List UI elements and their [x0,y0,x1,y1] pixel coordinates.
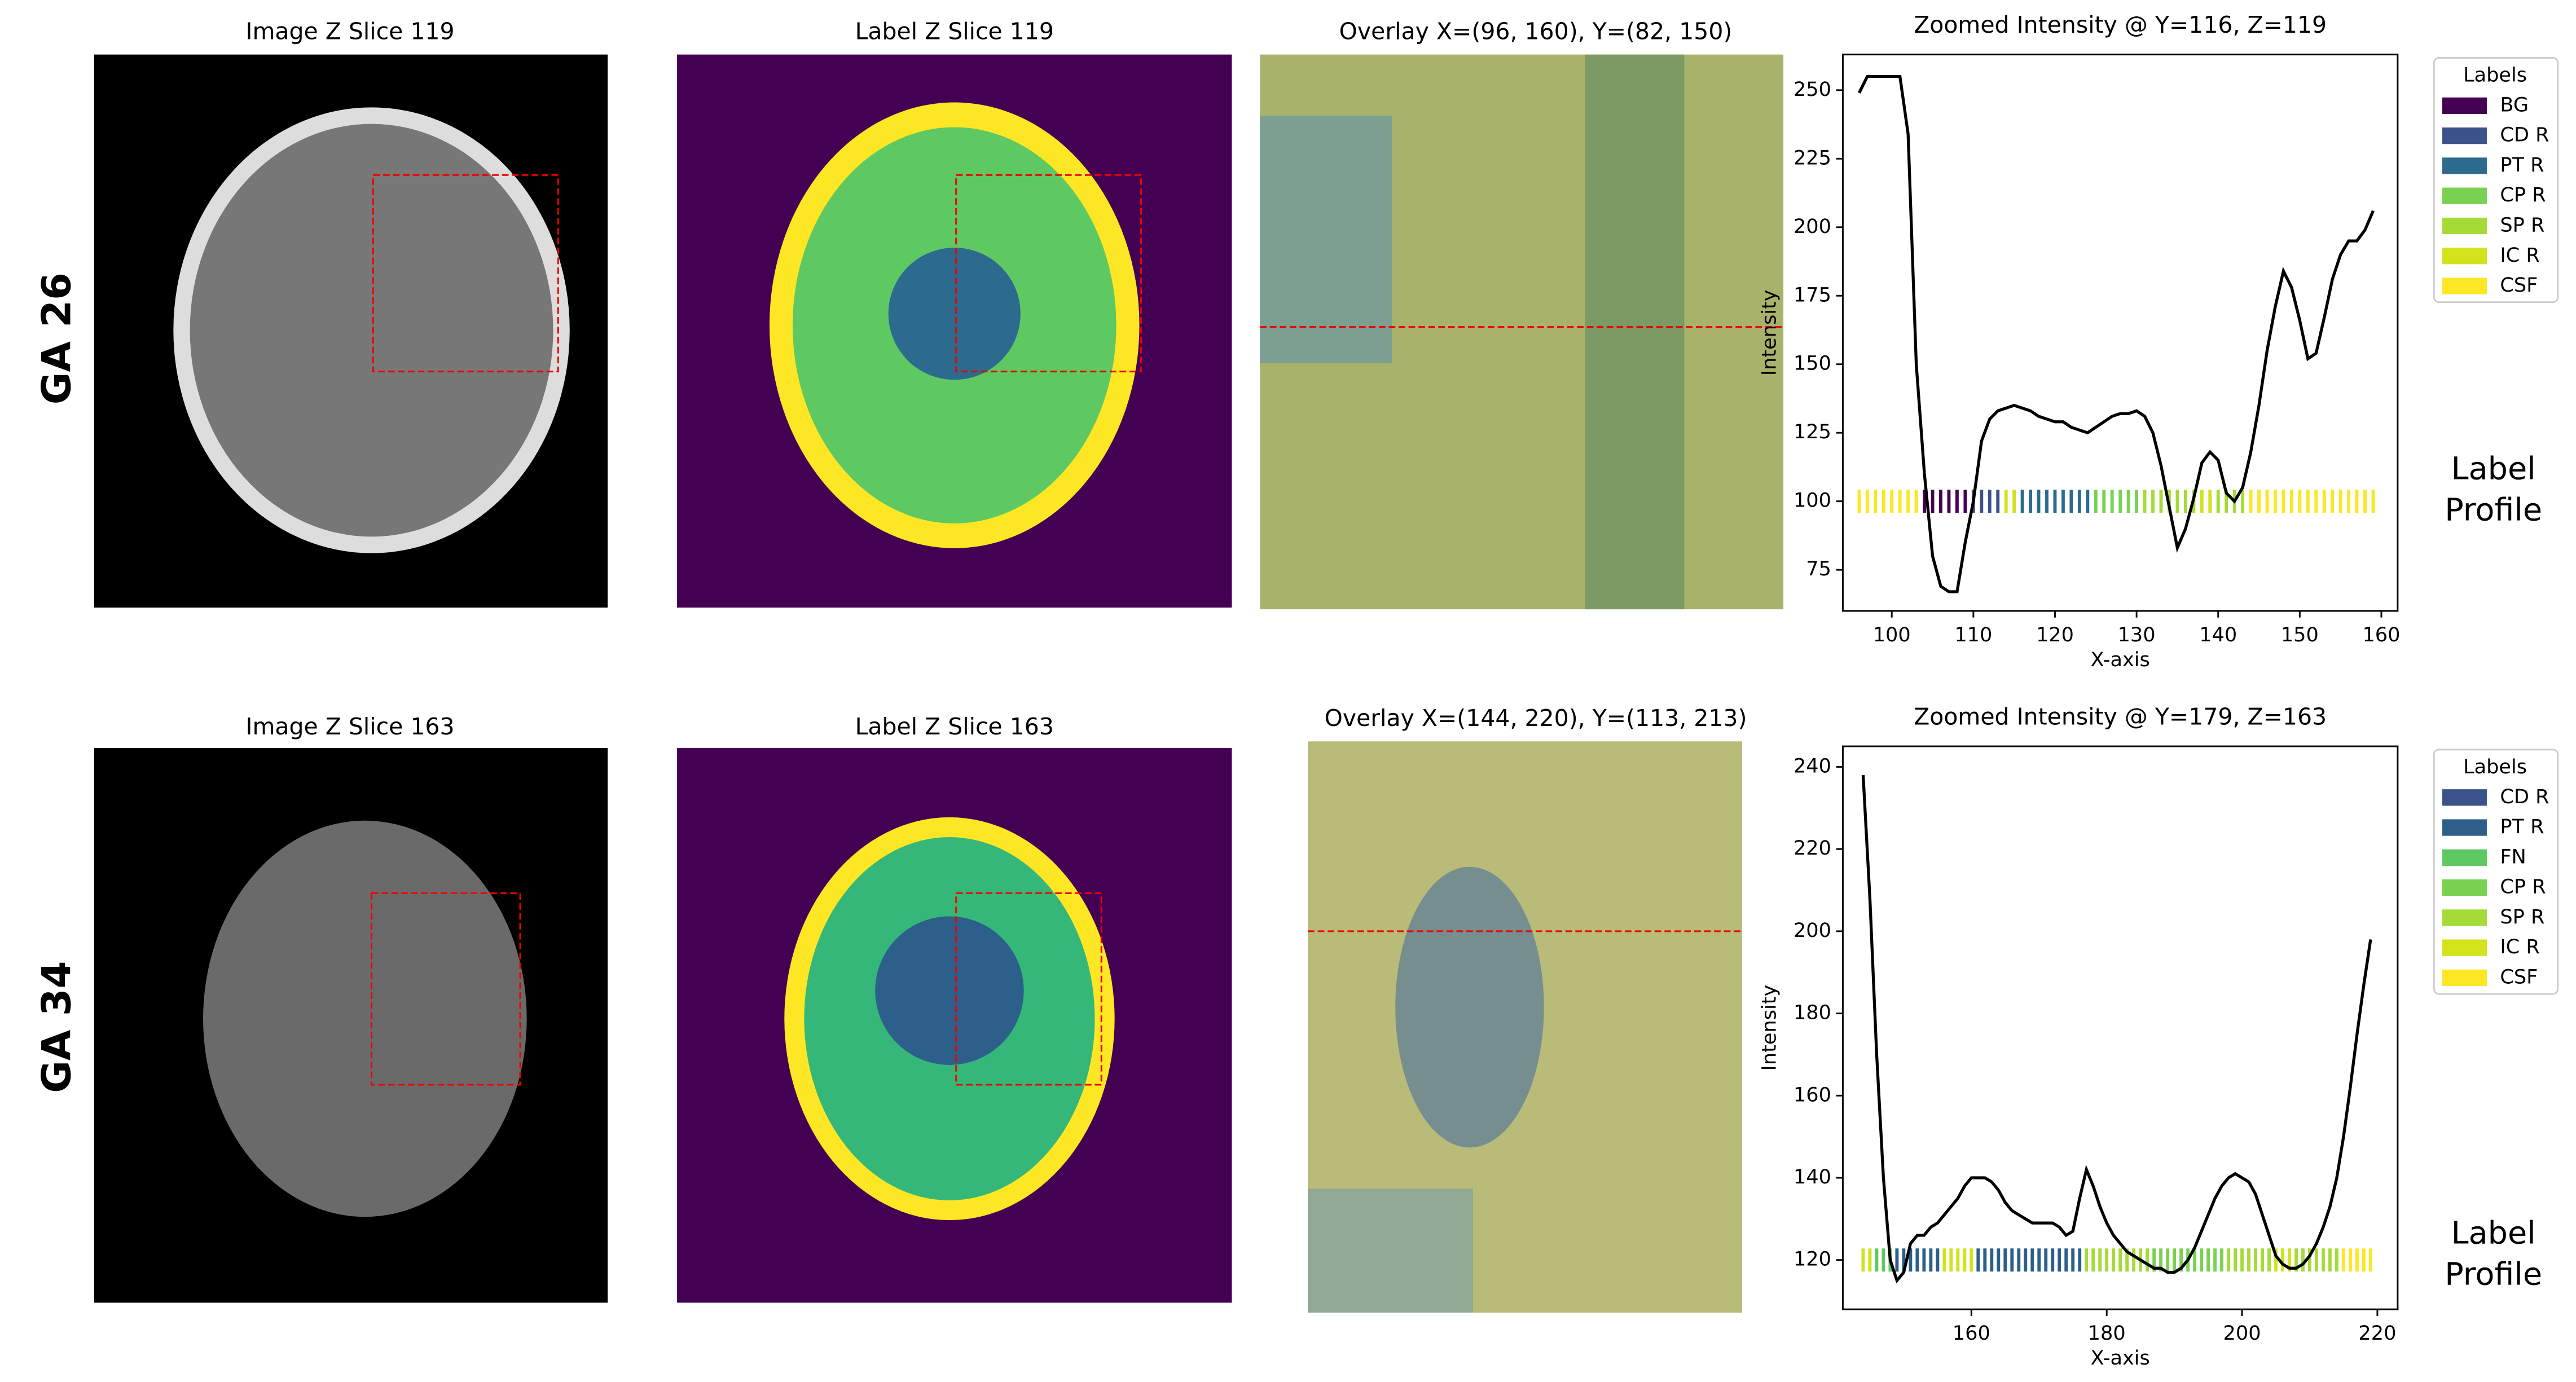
legend-swatch [2442,789,2487,806]
legend-swatch [2442,819,2487,836]
plot-frame [1841,54,2399,612]
side-label: Profile [2445,492,2542,529]
row-1: GA 26 Image Z Slice 119 Label Z Slice 11… [33,18,2542,610]
y-tick-label: 140 [1793,1165,1831,1189]
y-tick-label: 120 [1793,1248,1831,1271]
x-tick-label: 140 [2199,623,2237,646]
legend-swatch [2442,849,2487,866]
panel-title: Image Z Slice 119 [245,18,454,45]
legend-swatch [2442,278,2487,294]
y-tick-label: 75 [1806,557,1831,580]
legend-frame [2433,57,2559,303]
row-2: GA 34 Image Z Slice 163 Label Z Slice 16… [33,705,2542,1313]
legend-title: Labels [2463,755,2527,778]
side-label: Profile [2445,1256,2542,1293]
legend-swatch [2442,157,2487,174]
y-axis-label: Intensity [1758,289,1781,376]
side-label: Label [2451,1215,2536,1252]
panel-title: Overlay X=(96, 160), Y=(82, 150) [1339,18,1733,45]
overlay-region [1585,54,1685,610]
x-axis-label: X-axis [2091,1346,2150,1370]
legend-label: CD R [2500,785,2549,808]
x-tick-label: 130 [2118,623,2156,646]
legend-label: CSF [2500,965,2538,988]
y-tick-label: 175 [1793,283,1831,306]
y-tick-label: 150 [1793,352,1831,375]
legend-label: BG [2500,93,2529,116]
y-tick-label: 200 [1793,215,1831,238]
y-axis-label: Intensity [1758,985,1781,1071]
roi-box [372,174,559,373]
x-tick-label: 200 [2223,1322,2261,1345]
x-tick-label: 110 [1954,623,1992,646]
x-tick-label: 160 [2362,623,2400,646]
legend-label: FN [2500,845,2526,868]
legend-frame [2433,749,2559,995]
y-tick-label: 220 [1793,837,1831,860]
overlay-region [1395,866,1544,1148]
panel-title: Image Z Slice 163 [245,713,454,740]
legend-swatch [2442,909,2487,926]
legend-swatch [2442,939,2487,956]
chart-title: Zoomed Intensity @ Y=179, Z=163 [1914,703,2327,730]
y-tick-label: 200 [1793,919,1831,942]
x-tick-label: 100 [1873,623,1911,646]
legend-swatch [2442,217,2487,235]
panel-title: Overlay X=(144, 220), Y=(113, 213) [1325,705,1747,732]
x-tick-label: 180 [2088,1322,2126,1345]
overlay-region [1260,115,1392,364]
legend-label: IC R [2500,244,2539,267]
brain-image [190,124,553,537]
legend-label: IC R [2500,935,2539,958]
legend-swatch [2442,969,2487,987]
side-label: Label [2451,450,2536,487]
roi-box [955,892,1102,1086]
legend-label: PT R [2500,153,2544,177]
legend-swatch [2442,97,2487,115]
legend-swatch [2442,248,2487,265]
legend-swatch [2442,187,2487,204]
legend-label: PT R [2500,815,2544,838]
x-tick-label: 120 [2036,623,2074,646]
x-tick-label: 150 [2281,623,2319,646]
y-tick-label: 180 [1793,1001,1831,1024]
x-tick-label: 220 [2358,1322,2396,1345]
y-tick-label: 240 [1793,754,1831,777]
legend-label: SP R [2500,213,2544,236]
label-deep [875,916,1024,1065]
panel-title: Label Z Slice 163 [855,713,1054,740]
legend-label: CP R [2500,875,2546,899]
plot-frame [1841,745,2399,1310]
label-deep [888,248,1021,380]
x-axis-label: X-axis [2091,648,2150,671]
legend-label: SP R [2500,905,2544,928]
legend-label: CD R [2500,124,2549,147]
chart-title: Zoomed Intensity @ Y=116, Z=119 [1914,11,2327,38]
intensity-line [1858,74,2375,593]
brain-image [203,820,527,1217]
roi-box [371,892,521,1086]
x-tick-label: 160 [1953,1322,1990,1345]
panel-title: Label Z Slice 119 [855,18,1054,45]
y-tick-label: 225 [1793,146,1831,169]
legend-swatch [2442,879,2487,896]
overlay-region [1308,1189,1473,1313]
y-tick-label: 250 [1793,78,1831,101]
row-label: GA 26 [33,272,80,404]
legend-label: CP R [2500,183,2546,206]
legend-label: CSF [2500,274,2538,297]
y-tick-label: 160 [1793,1083,1831,1106]
y-tick-label: 100 [1793,489,1831,512]
roi-box [955,174,1142,373]
legend-title: Labels [2463,64,2527,87]
y-tick-label: 125 [1793,420,1831,443]
intensity-line [1861,774,2372,1284]
row-label: GA 34 [33,961,80,1093]
legend-swatch [2442,127,2487,144]
